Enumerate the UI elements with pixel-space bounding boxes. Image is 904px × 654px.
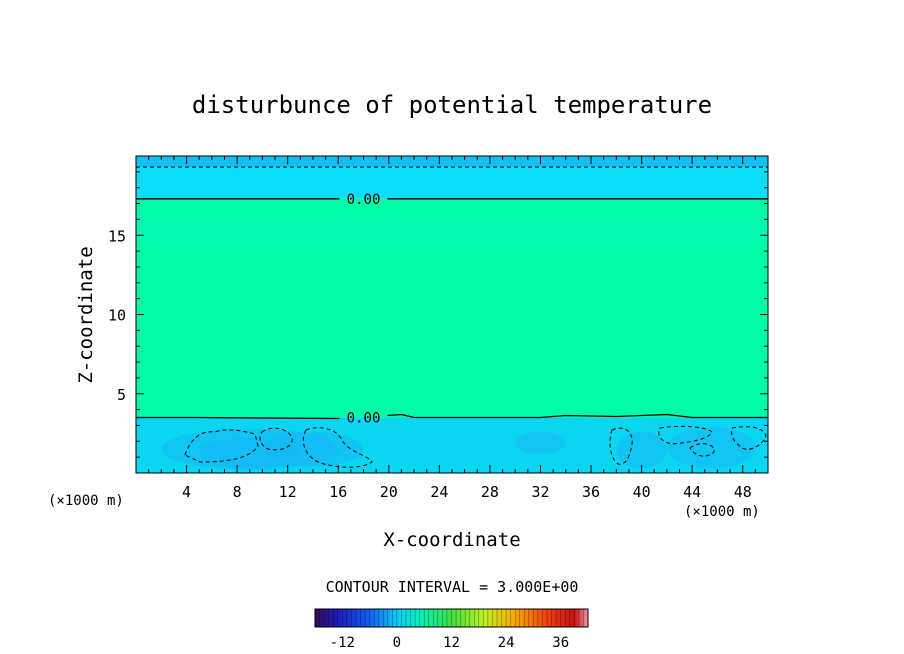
colorbar-tick-label: 0 (393, 635, 401, 651)
colorbar-tick-labels: -12 0 12 24 36 (330, 635, 569, 651)
y-tick-label: 10 (108, 307, 126, 325)
colorbar-tick-label: 24 (498, 635, 515, 651)
field-layers (136, 156, 768, 473)
dashed-contour (184, 429, 259, 463)
anomaly-cell (616, 431, 667, 469)
anomaly-cell (666, 427, 756, 469)
y-axis-ticks: 5 10 15 (108, 171, 768, 458)
dashed-contour (609, 427, 633, 465)
colorbar-tick-label: 12 (443, 635, 460, 651)
zero-contours: 0.00 0.00 (136, 192, 768, 427)
x-tick-label: 20 (380, 483, 398, 501)
x-tick-label: 48 (734, 483, 752, 501)
dashed-contour (731, 426, 767, 450)
chart-title: disturbunce of potential temperature (192, 91, 712, 119)
x-tick-label: 32 (531, 483, 549, 501)
zero-contour-label: 0.00 (347, 411, 381, 427)
x-tick-label: 16 (329, 483, 347, 501)
anomaly-cell (262, 431, 364, 467)
field-layer (136, 216, 768, 242)
dashed-contour (302, 427, 373, 468)
x-tick-label: 44 (683, 483, 701, 501)
colorbar-tick-label: 36 (552, 635, 569, 651)
negative-contours (136, 166, 768, 468)
dashed-contour (689, 443, 715, 457)
y-tick-label: 15 (108, 227, 126, 245)
y-axis-label: Z-coordinate (75, 246, 97, 383)
contour-interval-label: CONTOUR INTERVAL = 3.000E+00 (326, 578, 579, 596)
x-axis-label: X-coordinate (383, 529, 520, 551)
x-unit-right: (×1000 m) (684, 504, 760, 520)
x-unit-left: (×1000 m) (48, 493, 124, 509)
y-tick-label: 5 (117, 386, 126, 404)
zero-contour-line (387, 413, 768, 419)
x-tick-label: 40 (633, 483, 651, 501)
field-layer (136, 156, 768, 168)
x-tick-label: 24 (430, 483, 448, 501)
anomaly-cell (515, 431, 566, 454)
x-tick-label: 12 (279, 483, 297, 501)
dashed-contour (658, 425, 713, 445)
negative-anomaly-cells (161, 427, 756, 470)
zero-contour-line (136, 416, 340, 420)
x-tick-label: 8 (233, 483, 242, 501)
colorbar-tick-label: -12 (330, 635, 355, 651)
colorbar-divisions (319, 609, 584, 627)
x-tick-label: 28 (481, 483, 499, 501)
x-axis-ticks: 4 8 12 16 20 24 28 32 36 40 44 48 (148, 156, 756, 501)
zero-contour-label: 0.00 (347, 192, 381, 208)
x-tick-label: 36 (582, 483, 600, 501)
x-tick-label: 4 (182, 483, 191, 501)
colorbar: -12 0 12 24 36 (314, 608, 589, 651)
field-layer (136, 167, 768, 199)
